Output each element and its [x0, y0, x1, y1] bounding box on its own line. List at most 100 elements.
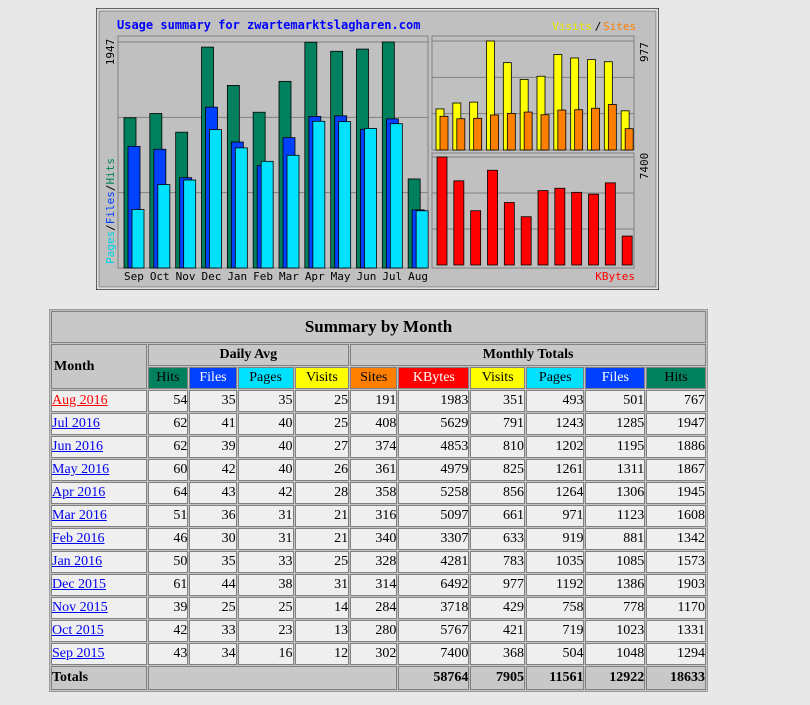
monthly-kbytes-cell: 5258 [398, 482, 470, 504]
daily-visits-cell: 14 [294, 597, 350, 619]
bar-kbytes [537, 190, 549, 266]
month-link[interactable]: Oct 2015 [52, 623, 104, 638]
month-cell: May 2016 [51, 459, 147, 481]
bar-kbytes [470, 210, 482, 266]
kbytes-label: KBytes [595, 270, 635, 283]
bar-sites [540, 114, 550, 151]
bar-kbytes [503, 202, 515, 266]
bottom-right-bars [436, 156, 633, 266]
month-cell: Nov 2015 [51, 597, 147, 619]
month-link[interactable]: Sep 2015 [52, 646, 105, 661]
monthly-kbytes-cell: 1983 [398, 390, 470, 412]
bar-sites [624, 128, 634, 151]
daily-files-cell: 30 [189, 528, 237, 550]
monthly-hits-cell: 1573 [646, 551, 706, 573]
month-cell: Jul 2016 [51, 413, 147, 435]
month-link[interactable]: Jan 2016 [52, 554, 103, 569]
bar-kbytes [487, 169, 498, 266]
monthly-visits-cell: 791 [470, 413, 525, 435]
month-link[interactable]: Feb 2016 [52, 531, 105, 546]
top-right-bars [435, 40, 634, 151]
chart-frame-shadow [98, 10, 657, 288]
bar-sites [473, 117, 483, 151]
totals-blank [147, 666, 398, 690]
table-row: Jul 2016 62 41 40 25 408 5629 791 1243 1285 1947 [51, 413, 706, 435]
monthly-pages-cell: 919 [526, 528, 585, 550]
monthly-visits-cell: 783 [470, 551, 525, 573]
daily-visits-cell: 31 [294, 574, 350, 596]
monthly-files-cell: 778 [585, 597, 646, 619]
daily-files-cell: 43 [189, 482, 237, 504]
month-cell: Apr 2016 [51, 482, 147, 504]
table-body: Aug 2016 54 35 35 25 191 1983 351 493 501 767 Jul 2… [51, 390, 706, 665]
daily-visits-cell: 25 [294, 551, 350, 573]
monthly-files-cell: 501 [585, 390, 646, 412]
month-link[interactable]: May 2016 [52, 462, 110, 477]
bar-sites [557, 109, 567, 151]
bottom-right-max-label: 7400 [638, 153, 651, 180]
axis-hits: Hits [104, 158, 117, 185]
month-cell: Feb 2016 [51, 528, 147, 550]
monthly-kbytes-cell: 3718 [398, 597, 470, 619]
month-link[interactable]: Jul 2016 [52, 416, 100, 431]
bar-sites [439, 115, 449, 151]
month-link[interactable]: Nov 2015 [52, 600, 108, 615]
table-row: Sep 2015 43 34 16 12 302 7400 368 504 1048 1294 [51, 643, 706, 665]
monthly-files-cell: 881 [585, 528, 646, 550]
table-column-header-row: Hits Files Pages Visits Sites KBytes Visits Pag… [51, 367, 706, 389]
month-link[interactable]: Dec 2015 [52, 577, 107, 592]
daily-hits-cell: 42 [147, 620, 189, 642]
x-tick-label: Aug [408, 270, 428, 283]
monthly-kbytes-cell: 3307 [398, 528, 470, 550]
monthly-files-cell: 1386 [585, 574, 646, 596]
daily-visits-cell: 21 [294, 505, 350, 527]
bar-pages [364, 128, 377, 269]
daily-pages-cell: 42 [237, 482, 294, 504]
monthly-pages-cell: 758 [526, 597, 585, 619]
monthly-hits-cell: 1342 [646, 528, 706, 550]
daily-col-files: Files [189, 367, 237, 389]
month-link[interactable]: Apr 2016 [52, 485, 106, 500]
monthly-hits-cell: 1947 [646, 413, 706, 435]
daily-hits-cell: 50 [147, 551, 189, 573]
bar-pages [415, 210, 429, 269]
daily-hits-cell: 43 [147, 643, 189, 665]
monthly-pages-cell: 1261 [526, 459, 585, 481]
table-row: Jun 2016 62 39 40 27 374 4853 810 1202 1195 1886 [51, 436, 706, 458]
monthly-sites-cell: 361 [350, 459, 398, 481]
table-row: Nov 2015 39 25 25 14 284 3718 429 758 778 1170 [51, 597, 706, 619]
monthly-kbytes-cell: 5767 [398, 620, 470, 642]
daily-pages-cell: 25 [237, 597, 294, 619]
month-cell: Jun 2016 [51, 436, 147, 458]
daily-hits-cell: 54 [147, 390, 189, 412]
x-tick-label: Nov [176, 270, 196, 283]
monthly-files-cell: 1285 [585, 413, 646, 435]
monthly-hits-cell: 1294 [646, 643, 706, 665]
monthly-sites-cell: 191 [350, 390, 398, 412]
daily-files-cell: 25 [189, 597, 237, 619]
summary-by-month-table: Summary by Month Month Daily Avg Monthly… [49, 309, 708, 692]
daily-col-pages: Pages [237, 367, 294, 389]
monthly-pages-cell: 504 [526, 643, 585, 665]
bar-pages [234, 147, 248, 269]
bar-kbytes [554, 187, 566, 266]
bar-kbytes [436, 156, 448, 266]
monthly-visits-cell: 351 [470, 390, 525, 412]
monthly-visits-cell: 368 [470, 643, 525, 665]
daily-visits-cell: 25 [294, 390, 350, 412]
month-link[interactable]: Mar 2016 [52, 508, 107, 523]
daily-pages-cell: 31 [237, 505, 294, 527]
bar-pages [183, 179, 197, 269]
monthly-pages-cell: 1202 [526, 436, 585, 458]
month-link[interactable]: Jun 2016 [52, 439, 103, 454]
month-cell: Aug 2016 [51, 390, 147, 412]
monthly-kbytes-cell: 4853 [398, 436, 470, 458]
x-tick-label: Jul [382, 270, 402, 283]
bar-kbytes [588, 193, 599, 266]
daily-pages-cell: 38 [237, 574, 294, 596]
monthly-totals-header: Monthly Totals [350, 344, 706, 366]
daily-avg-header: Daily Avg [147, 344, 350, 366]
daily-visits-cell: 12 [294, 643, 350, 665]
chart-title: Usage summary for zwartemarktslagharen.c… [117, 18, 420, 32]
month-link[interactable]: Aug 2016 [52, 393, 108, 408]
